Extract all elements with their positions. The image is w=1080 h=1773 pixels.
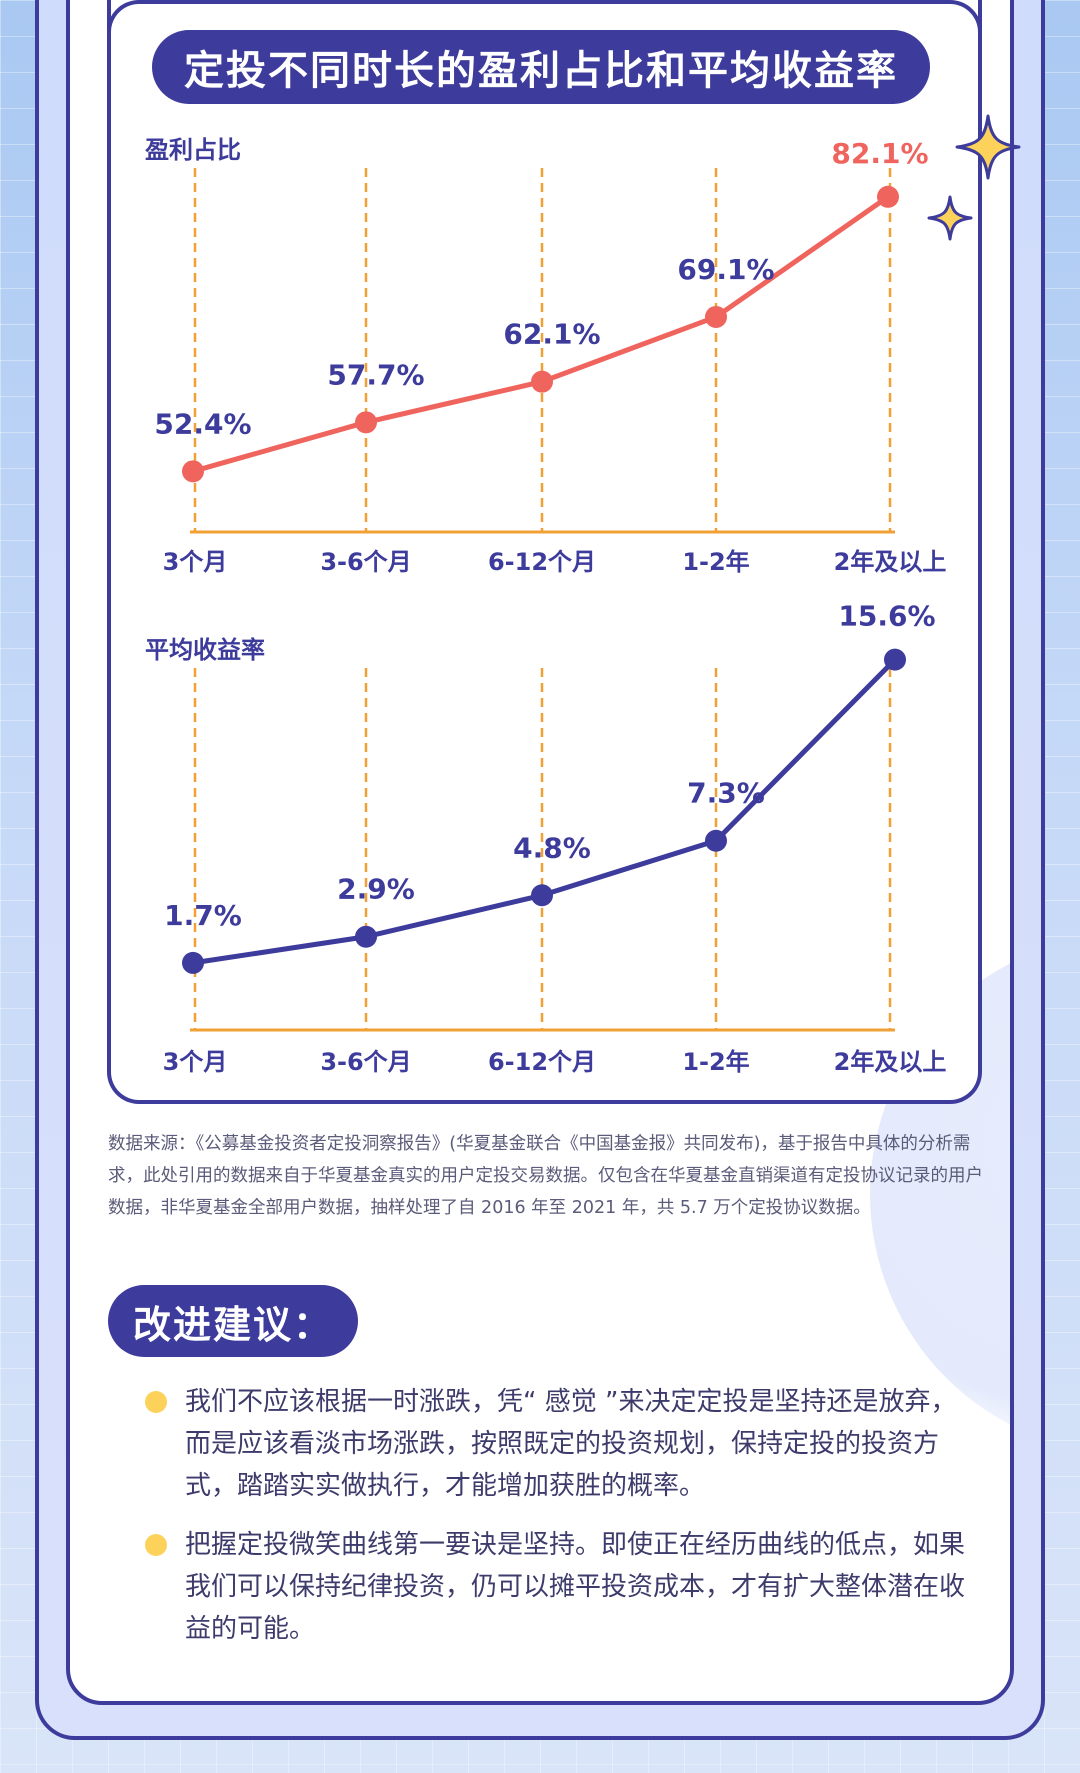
data-label: 52.4% [154,407,251,440]
data-label: 7.3% [687,777,765,810]
data-label: 62.1% [503,318,600,351]
chart-card [107,0,982,1104]
x-tick-label: 3-6个月 [320,1048,411,1076]
bullet-dot-icon [145,1391,167,1413]
x-tick-label: 6-12个月 [488,548,596,576]
data-point [884,648,906,671]
x-tick-label: 1-2年 [682,1048,749,1076]
data-point [182,460,204,483]
data-point [355,411,377,434]
data-label: 15.6% [838,600,935,633]
data-label: 1.7% [164,899,242,932]
data-point [877,185,899,208]
bullet-dot-icon [145,1534,167,1556]
x-tick-label: 2年及以上 [834,1048,947,1076]
x-tick-label: 3-6个月 [320,548,411,576]
advice-text: 把握定投微笑曲线第一要诀是坚持。即使正在经历曲线的低点，如果我们可以保持纪律投资… [185,1530,966,1644]
data-point [531,884,553,907]
x-tick-label: 2年及以上 [834,548,947,576]
data-point [531,370,553,393]
sparkle-star-icon [955,114,1021,180]
data-point [705,305,727,328]
data-label: 82.1% [831,137,928,170]
sparkle-star-small-icon [927,195,973,241]
page-title: 定投不同时长的盈利占比和平均收益率 [152,30,930,104]
advice-item: 我们不应该根据一时涨跌，凭“ 感觉 ”来决定定投是坚持还是放弃，而是应该看淡市场… [145,1381,975,1507]
data-label: 4.8% [513,831,591,864]
x-tick-label: 6-12个月 [488,1048,596,1076]
x-tick-label: 3个月 [163,1048,228,1076]
advice-item: 把握定投微笑曲线第一要诀是坚持。即使正在经历曲线的低点，如果我们可以保持纪律投资… [145,1524,975,1650]
advice-text: 我们不应该根据一时涨跌，凭“ 感觉 ”来决定定投是坚持还是放弃，而是应该看淡市场… [185,1387,957,1501]
advice-heading: 改进建议： [108,1285,358,1357]
series-line [190,657,898,966]
data-point [355,925,377,948]
y-axis-label: 盈利占比 [144,136,241,164]
y-axis-label: 平均收益率 [145,636,265,664]
data-point [182,951,204,974]
data-label: 69.1% [677,253,774,286]
data-point [705,829,727,852]
data-label: 57.7% [327,358,424,391]
source-note: 数据来源：《公募基金投资者定投洞察报告》(华夏基金联合《中国基金报》共同发布)，… [108,1134,983,1218]
data-label: 2.9% [337,873,415,906]
x-tick-label: 1-2年 [682,548,749,576]
x-tick-label: 3个月 [163,548,228,576]
